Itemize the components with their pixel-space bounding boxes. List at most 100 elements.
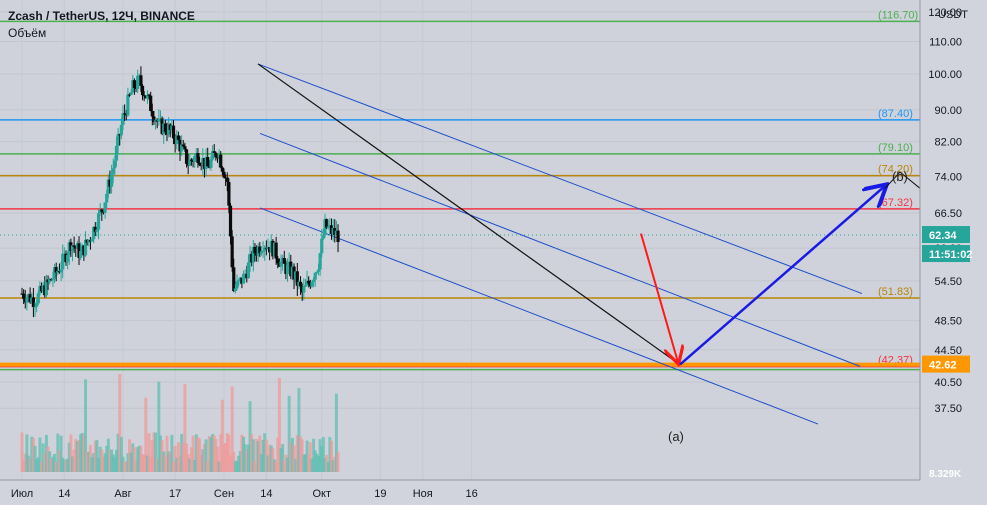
volume-bar [206,461,210,472]
volume-bar [217,461,221,472]
volume-bar [336,451,340,472]
volume-bar [98,446,102,472]
candle-body [41,285,45,292]
volume-bar [211,433,215,472]
candle-body [245,273,249,279]
candle-body [111,168,115,174]
candle-body [297,281,301,286]
candle-body [189,159,194,161]
volume-bar [256,441,260,472]
candle-body [276,258,280,264]
price-tick-label: 37.50 [934,403,962,415]
volume-bar [111,454,115,472]
volume-bar [253,461,257,472]
candle-body [132,80,137,89]
volume-bar [307,454,311,472]
candle-body [266,247,270,249]
candle-body [271,240,275,257]
volume-bar [71,456,74,472]
candle-body [43,285,47,296]
level-label: (79.10) [878,142,913,154]
volume-bar [136,447,140,472]
candle-body [307,280,311,284]
candle-body [287,261,291,265]
volume-bar [212,435,216,472]
candle-body [85,239,89,243]
candle-body [30,297,34,303]
volume-bar [308,442,312,472]
volume-bar [199,455,203,472]
volume-bar [147,433,151,472]
volume-bar [129,452,133,472]
volume-bar [105,445,109,472]
candle-body [320,238,324,254]
target-price-badge-bg [922,355,970,373]
candle-body [90,239,94,242]
volume-bar [175,457,179,472]
candle-body [175,135,179,145]
candle-body [121,113,125,125]
candle-body [220,167,224,172]
volume-bar [137,445,141,472]
candle-body [201,158,205,166]
candle-body [62,253,66,255]
level-label: (74.20) [878,164,913,176]
candle-body [336,230,340,242]
candle-body [56,270,60,273]
candle-body [254,253,259,256]
candle-body [199,165,203,167]
candle-body [144,95,148,99]
volume-bar [204,439,208,472]
candle-body [36,293,40,304]
volume-bar [139,445,143,472]
volume-bar [185,443,189,472]
time-tick-label: Ноя [413,488,433,500]
candle-body [48,279,52,283]
volume-bar [168,452,172,472]
candle-body [321,235,325,239]
wave-label-b: (b) [892,169,908,184]
volume-bar [44,434,48,472]
candle-body [57,270,62,273]
volume-bar [201,449,205,472]
candle-body [124,113,128,116]
candle-body [119,124,123,136]
volume-bar [259,454,263,472]
target-price-badge: 42.62 [929,360,957,372]
time-tick-label: 16 [465,488,477,500]
candle-body [54,267,58,273]
volume-bar [30,436,34,472]
candle-body [281,257,285,262]
candle-body [98,209,102,214]
volume-bar [158,435,162,472]
candle-body [118,134,122,136]
volume-bar [22,460,26,472]
price-tick-label: 90.00 [934,105,962,117]
volume-bar [92,453,96,472]
candle-body [282,257,286,264]
candle-body [147,94,151,96]
candle-body [300,286,304,293]
candle-body [237,280,241,282]
candle-body [232,267,236,292]
candle-body [188,159,192,166]
level-label: (67.32) [878,197,913,209]
candle-body [206,156,210,167]
volume-bar [328,437,332,472]
volume-bar [333,456,337,472]
volume-bar [119,437,123,472]
candle-body [311,279,316,283]
time-tick-label: 14 [58,488,70,500]
candle-body [328,225,332,227]
volume-bar [229,455,233,472]
chart-title: Zcash / TetherUS, 12Ч, BINANCE [8,9,195,23]
candle-body [52,267,57,279]
candle-body [194,153,198,157]
candle-body [49,279,53,281]
candle-body [142,95,146,97]
candle-body [178,139,182,152]
candle-body [83,239,88,256]
volume-bar [43,452,47,472]
candle-body [274,242,278,259]
channel-middle-line [259,132,861,367]
